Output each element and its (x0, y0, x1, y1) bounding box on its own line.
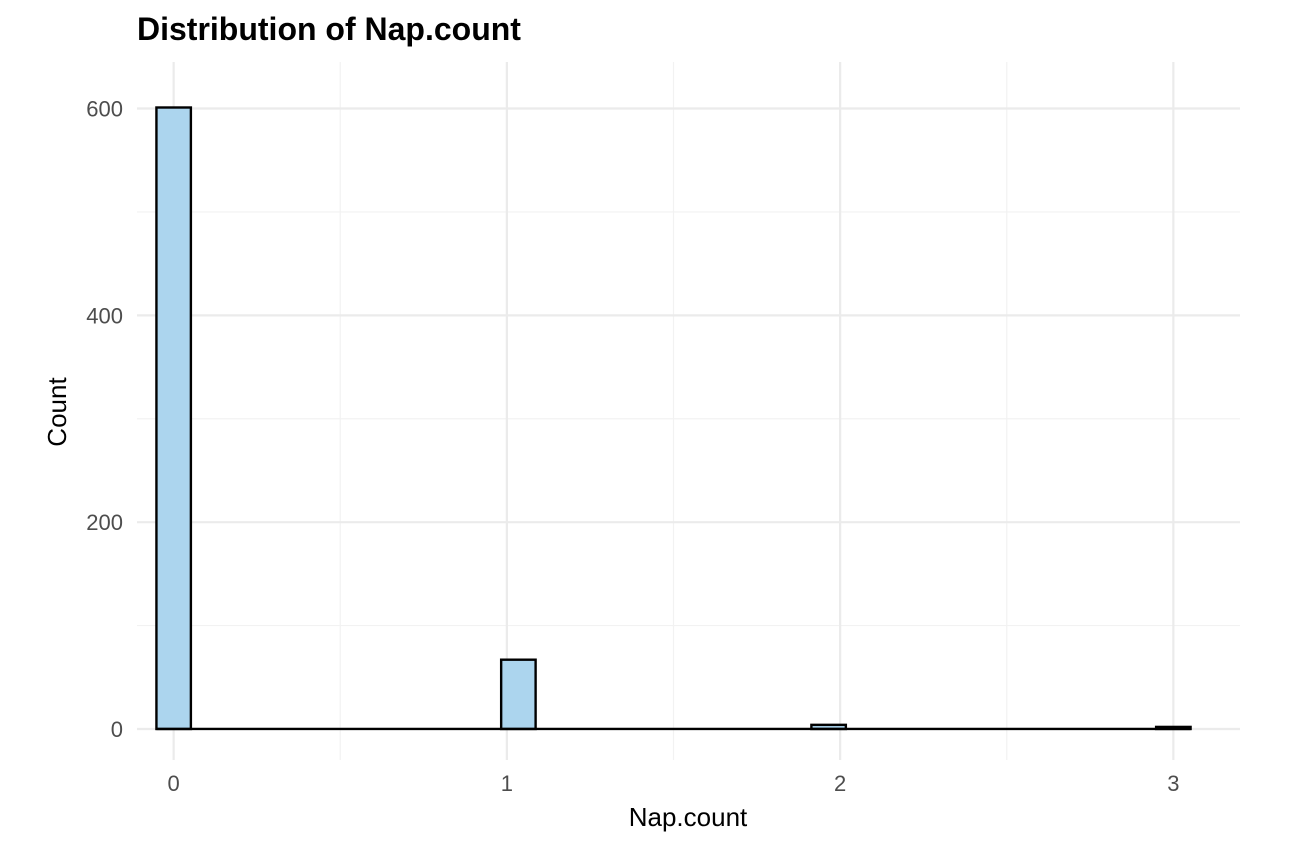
y-tick-label: 0 (111, 717, 123, 742)
bars (155, 106, 1192, 731)
y-tick-label: 400 (86, 303, 123, 328)
x-tick-label: 1 (501, 771, 513, 796)
x-tick-label: 2 (834, 771, 846, 796)
histogram-bar (155, 106, 193, 731)
chart-title: Distribution of Nap.count (137, 11, 521, 47)
x-axis-label: Nap.count (629, 802, 748, 832)
y-tick-label: 200 (86, 510, 123, 535)
x-tick-label: 0 (168, 771, 180, 796)
grid (137, 62, 1240, 760)
y-axis-ticks: 0 200 400 600 (86, 97, 123, 742)
x-axis-ticks: 0 1 2 3 (168, 771, 1180, 796)
histogram-bar (499, 658, 537, 731)
x-tick-label: 3 (1167, 771, 1179, 796)
y-axis-label: Count (42, 377, 72, 447)
y-tick-label: 600 (86, 97, 123, 122)
